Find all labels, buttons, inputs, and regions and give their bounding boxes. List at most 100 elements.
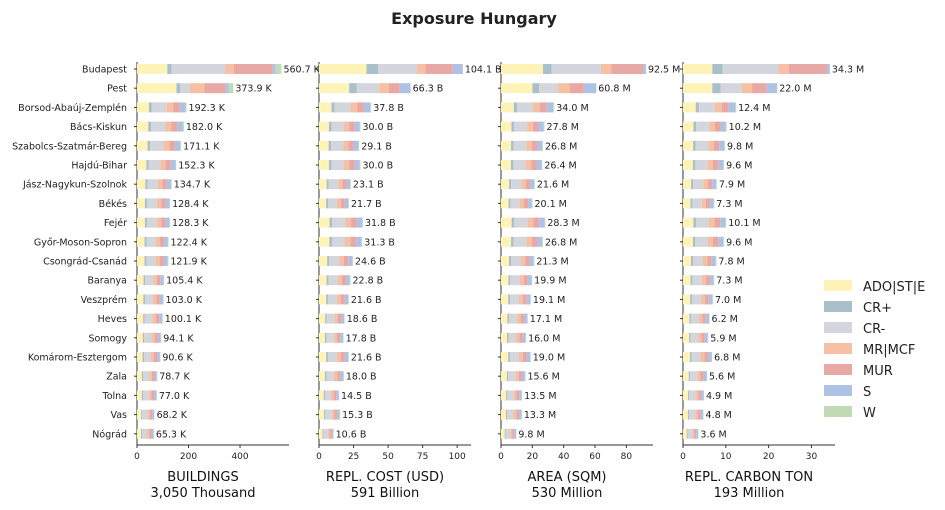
bar-segment-cr- [692, 294, 701, 304]
bar-segment-ado-st-e [683, 237, 693, 247]
bar-segment-cr- [145, 314, 153, 324]
bar-segment-w [725, 218, 726, 228]
bar-segment-cr- [144, 333, 151, 343]
bar-segment-w [168, 256, 169, 266]
bar-segment-ado-st-e [501, 429, 505, 439]
bar-segment-cr- [143, 390, 149, 400]
bar-segment-s [332, 429, 334, 439]
bar-segment-cr- [507, 390, 513, 400]
bar-segment-s [523, 333, 526, 343]
bar-segment-cr- [688, 429, 693, 439]
bar-total-label: 21.3 M [536, 257, 568, 268]
bar-total-label: 15.6 M [527, 372, 559, 383]
bar-segment-mr-mcf [163, 141, 169, 151]
bar-segment-s [175, 141, 180, 151]
region-label: Pest [107, 84, 127, 95]
bar-segment-cr- [143, 352, 144, 362]
bar-total-label: 21.6 B [351, 353, 382, 364]
bar-segment-cr- [142, 371, 143, 381]
bar-total-label: 152.3 K [178, 161, 215, 172]
bar-segment-mr-mcf [715, 102, 722, 112]
bar-segment-cr- [147, 179, 157, 189]
bar-segment-ado-st-e [137, 83, 176, 93]
bar-segment-ado-st-e [319, 122, 329, 132]
bar-segment-cr- [328, 352, 337, 362]
bar-segment-ado-st-e [137, 102, 149, 112]
bar-segment-cr- [692, 198, 701, 208]
bar-segment-mr-mcf [708, 160, 713, 170]
bar-segment-cr- [690, 371, 697, 381]
bar-segment-cr- [326, 198, 328, 208]
bar-segment-cr- [331, 160, 343, 170]
bar-segment-cr- [723, 64, 779, 74]
bar-segment-w [709, 314, 710, 324]
bar-segment-mur [330, 429, 332, 439]
bar-segment-w [186, 102, 187, 112]
bar-segment-mr-mcf [334, 371, 337, 381]
bar-segment-cr- [511, 160, 513, 170]
bar-total-label: 10.6 B [336, 429, 367, 440]
x-axis-label: BUILDINGS [167, 470, 238, 485]
region-label: Heves [98, 314, 127, 325]
region-label: Vas [110, 410, 127, 421]
bar-segment-mr-mcf [345, 218, 351, 228]
bar-segment-mur [702, 314, 705, 324]
bar-segment-s [340, 333, 343, 343]
bar-segment-mur [351, 237, 357, 247]
bar-segment-mur [341, 352, 345, 362]
bar-segment-mr-mcf [697, 371, 700, 381]
bar-segment-mur [701, 371, 704, 381]
bar-segment-cr- [329, 237, 332, 247]
bar-segment-mr-mcf [519, 294, 523, 304]
bar-segment-cr- [693, 256, 703, 266]
bar-segment-s [226, 83, 229, 93]
bar-segment-w [276, 64, 282, 74]
bar-total-label: 128.4 K [172, 199, 209, 210]
bar-segment-s [336, 390, 338, 400]
bar-segment-mur [512, 429, 514, 439]
bar-segment-mr-mcf [520, 198, 524, 208]
x-axis-subtitle: 193 Million [714, 486, 785, 501]
bar-total-label: 68.2 K [157, 410, 188, 421]
region-label: Bács-Kiskun [70, 122, 127, 133]
bar-total-label: 100.1 K [165, 314, 202, 325]
bar-segment-s [160, 294, 163, 304]
x-tick-label: 25 [348, 452, 359, 462]
bar-segment-w [168, 237, 169, 247]
bar-segment-mr-mcf [703, 179, 707, 189]
bar-segment-cr- [145, 275, 153, 285]
bar-segment-s [348, 256, 352, 266]
legend-label: MR|MCF [863, 343, 915, 358]
bar-segment-cr- [332, 237, 345, 247]
bar-segment-cr- [507, 314, 509, 324]
bar-segment-mr-mcf [157, 198, 161, 208]
bar-segment-cr- [696, 102, 699, 112]
bar-segment-s [537, 160, 542, 170]
bar-segment-mur [342, 179, 346, 189]
bar-total-label: 128.3 K [172, 218, 209, 229]
bar-segment-cr- [507, 371, 508, 381]
bar-segment-mr-mcf [510, 429, 512, 439]
bar-segment-ado-st-e [137, 294, 143, 304]
region-label: Veszprém [81, 295, 127, 306]
bar-segment-ado-st-e [501, 390, 506, 400]
bar-segment-mr-mcf [698, 333, 701, 343]
bar-segment-w [343, 371, 344, 381]
bar-segment-cr- [695, 160, 707, 170]
bar-total-label: 17.8 B [346, 333, 377, 344]
x-tick-label: 80 [621, 452, 633, 462]
bar-segment-ado-st-e [501, 179, 509, 189]
x-tick-label: 20 [527, 452, 539, 462]
bar-segment-cr- [539, 83, 558, 93]
bar-segment-w [360, 160, 361, 170]
bar-segment-s [355, 122, 360, 132]
bar-segment-cr- [507, 333, 509, 343]
bar-total-label: 6.2 M [712, 314, 738, 325]
bar-total-label: 13.3 M [524, 410, 556, 421]
bar-segment-cr- [692, 352, 701, 362]
bar-segment-s [152, 410, 154, 420]
bar-segment-s [530, 256, 534, 266]
bar-segment-cr- [326, 352, 328, 362]
bar-segment-s [340, 371, 343, 381]
bar-segment-mr-mcf [528, 218, 534, 228]
